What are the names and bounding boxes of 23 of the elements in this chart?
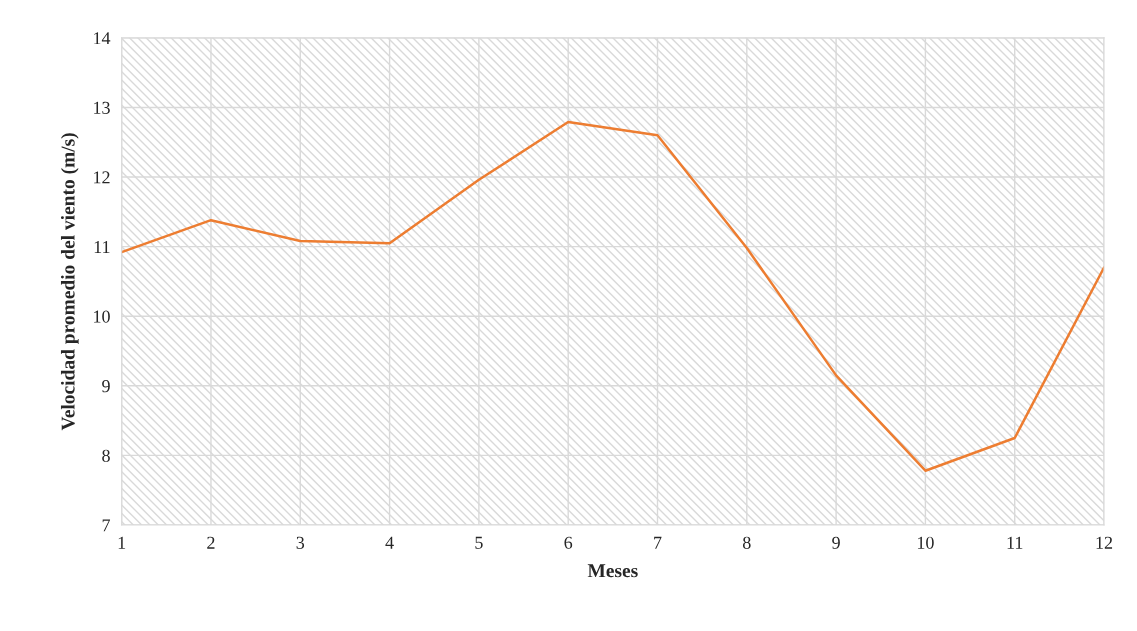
x-tick-label: 3 (296, 536, 305, 549)
y-tick-label: 8 (102, 449, 110, 462)
y-axis-title: Velocidad promedio del viento (m/s) (60, 133, 79, 431)
y-tick-label: 10 (94, 310, 110, 323)
line-series (121, 120, 1105, 472)
x-tick-label: 12 (1096, 536, 1113, 549)
y-tick-label: 14 (94, 32, 111, 45)
x-axis-title: Meses (587, 564, 638, 578)
x-tick-label: 2 (207, 536, 215, 549)
y-tick-label: 13 (94, 101, 110, 114)
y-tick-label: 11 (94, 240, 110, 253)
x-tick-label: 9 (832, 536, 840, 549)
y-tick-label: 9 (102, 380, 110, 393)
x-tick-label: 6 (564, 536, 573, 549)
x-tick-label: 7 (654, 536, 662, 549)
x-tick-label: 10 (917, 536, 934, 549)
y-tick-label: 12 (94, 171, 110, 184)
x-tick-label: 11 (1007, 536, 1023, 549)
x-tick-label: 8 (742, 536, 751, 549)
x-tick-label: 5 (475, 536, 483, 549)
x-tick-label: 1 (118, 536, 126, 549)
y-tick-label: 7 (102, 519, 111, 532)
x-tick-label: 4 (385, 536, 394, 549)
